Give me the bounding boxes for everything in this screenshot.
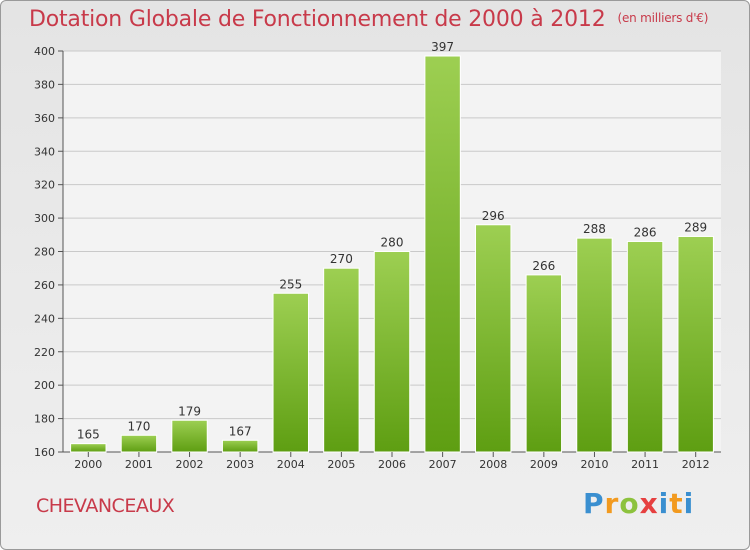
bar xyxy=(525,274,563,453)
y-tick-label: 240 xyxy=(34,312,55,325)
y-tick-label: 380 xyxy=(34,78,55,91)
bar xyxy=(373,251,411,453)
bar xyxy=(70,443,107,453)
bar xyxy=(424,55,461,453)
x-tick-label: 2003 xyxy=(226,458,254,471)
data-label: 170 xyxy=(127,419,150,433)
y-tick-label: 200 xyxy=(34,379,55,392)
data-label: 289 xyxy=(684,220,707,234)
x-tick-label: 2011 xyxy=(631,458,659,471)
x-tick-label: 2010 xyxy=(580,458,608,471)
chart-unit: (en milliers d'€) xyxy=(617,11,709,25)
bar xyxy=(272,292,309,453)
x-tick-label: 2009 xyxy=(530,458,558,471)
bar xyxy=(677,235,714,453)
y-tick-label: 360 xyxy=(34,112,55,125)
bar xyxy=(626,240,664,453)
x-tick-label: 2006 xyxy=(378,458,406,471)
data-label: 167 xyxy=(229,424,252,438)
data-label: 286 xyxy=(634,225,657,239)
y-tick-label: 320 xyxy=(34,179,55,192)
y-tick-label: 180 xyxy=(34,413,55,426)
data-label: 266 xyxy=(532,259,555,273)
data-label: 165 xyxy=(77,428,100,442)
y-tick-label: 280 xyxy=(34,246,55,259)
data-label: 270 xyxy=(330,252,353,266)
bar xyxy=(576,237,613,453)
bar xyxy=(323,267,360,453)
data-label: 280 xyxy=(381,236,404,250)
bar xyxy=(475,224,512,453)
chart-title: Dotation Globale de Fonctionnement de 20… xyxy=(29,7,708,32)
x-tick-label: 2008 xyxy=(479,458,507,471)
x-tick-label: 2012 xyxy=(682,458,710,471)
data-label: 288 xyxy=(583,222,606,236)
chart-title-text: Dotation Globale de Fonctionnement de 20… xyxy=(29,7,606,32)
x-tick-label: 2007 xyxy=(429,458,457,471)
bar xyxy=(120,434,158,453)
bar xyxy=(221,439,259,453)
y-tick-label: 260 xyxy=(34,279,55,292)
city-name: CHEVANCEAUX xyxy=(36,495,175,517)
data-label: 397 xyxy=(431,40,454,54)
y-tick-label: 160 xyxy=(34,446,55,459)
y-tick-label: 340 xyxy=(34,145,55,158)
data-label: 296 xyxy=(482,209,505,223)
proxiti-logo[interactable]: Proxiti xyxy=(583,487,695,520)
y-tick-label: 400 xyxy=(34,45,55,58)
y-tick-label: 220 xyxy=(34,346,55,359)
y-tick-label: 300 xyxy=(34,212,55,225)
data-label: 255 xyxy=(279,277,302,291)
data-label: 179 xyxy=(178,404,201,418)
bar xyxy=(171,419,208,453)
x-tick-label: 2001 xyxy=(125,458,153,471)
x-tick-label: 2004 xyxy=(277,458,305,471)
x-tick-label: 2002 xyxy=(176,458,204,471)
x-tick-label: 2000 xyxy=(74,458,102,471)
x-tick-label: 2005 xyxy=(327,458,355,471)
